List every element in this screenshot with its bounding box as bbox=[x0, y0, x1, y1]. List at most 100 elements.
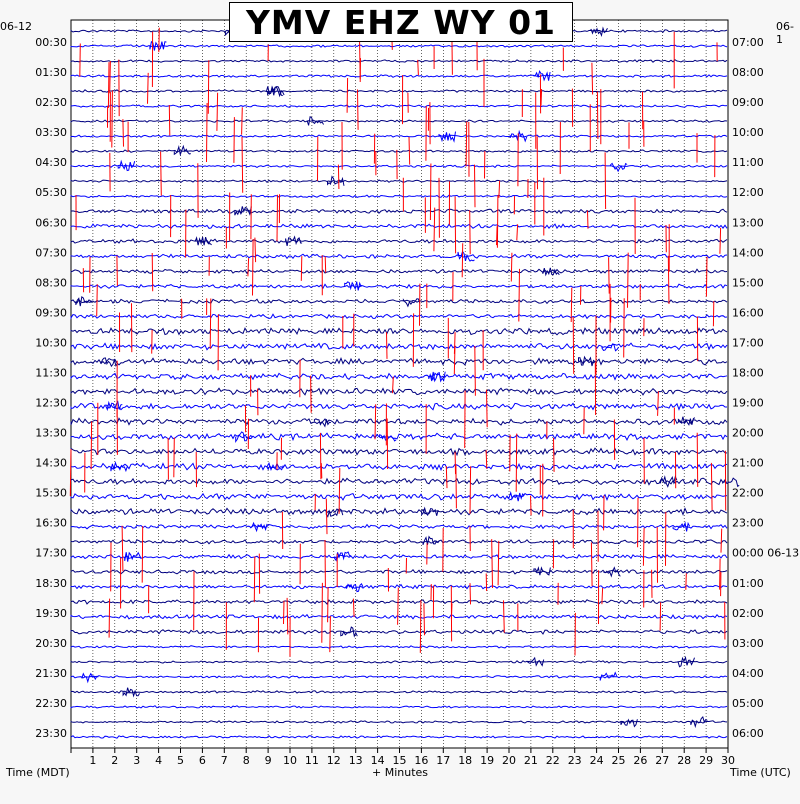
event-spike bbox=[554, 438, 555, 472]
event-spike bbox=[541, 89, 542, 106]
right-time-label: 11:00 bbox=[732, 156, 764, 169]
event-spike bbox=[660, 602, 661, 630]
event-spike bbox=[254, 556, 255, 602]
right-time-label: 22:00 bbox=[732, 487, 764, 500]
x-tick-label: 24 bbox=[590, 754, 604, 767]
right-time-label: 07:00 bbox=[732, 36, 764, 49]
event-spike bbox=[720, 559, 721, 590]
event-spike bbox=[387, 332, 388, 359]
x-tick-label: 3 bbox=[133, 754, 140, 767]
right-time-label: 00:00 06-13 bbox=[732, 547, 799, 560]
event-spike bbox=[531, 496, 532, 516]
event-spike bbox=[486, 450, 487, 469]
x-tick-label: 27 bbox=[655, 754, 669, 767]
right-time-label: 13:00 bbox=[732, 216, 764, 229]
event-spike bbox=[516, 434, 517, 492]
event-spike bbox=[511, 253, 512, 282]
x-tick-label: 19 bbox=[480, 754, 494, 767]
event-spike bbox=[499, 181, 500, 198]
x-tick-label: 5 bbox=[177, 754, 184, 767]
left-time-label: 17:30 bbox=[35, 547, 67, 560]
left-time-label: 07:30 bbox=[35, 246, 67, 259]
left-time-label: 15:30 bbox=[35, 487, 67, 500]
title-box: YMV EHZ WY 01 bbox=[229, 2, 573, 42]
event-spike bbox=[174, 438, 175, 478]
right-time-label: 09:00 bbox=[732, 96, 764, 109]
event-spike bbox=[487, 390, 488, 428]
left-time-label: 22:30 bbox=[35, 697, 67, 710]
event-spike bbox=[498, 541, 499, 585]
event-spike bbox=[207, 103, 208, 162]
right-time-label: 12:00 bbox=[732, 186, 764, 199]
left-time-label: 16:30 bbox=[35, 517, 67, 530]
event-spike bbox=[326, 499, 327, 534]
event-spike bbox=[353, 599, 354, 618]
event-spike bbox=[339, 468, 340, 514]
left-time-label: 05:30 bbox=[35, 186, 67, 199]
event-spike bbox=[91, 421, 92, 469]
event-spike bbox=[456, 465, 457, 509]
event-spike bbox=[592, 63, 593, 95]
event-spike bbox=[152, 253, 153, 291]
left-time-label: 12:30 bbox=[35, 397, 67, 410]
event-spike bbox=[711, 463, 712, 510]
event-spike bbox=[470, 583, 471, 604]
event-spike bbox=[117, 256, 118, 286]
event-spike bbox=[398, 588, 399, 625]
event-spike bbox=[455, 196, 456, 253]
event-spike bbox=[643, 528, 644, 566]
x-tick-label: 26 bbox=[633, 754, 647, 767]
left-time-label: 10:30 bbox=[35, 336, 67, 349]
right-time-label: 03:00 bbox=[732, 637, 764, 650]
left-time-label: 21:30 bbox=[35, 667, 67, 680]
event-spike bbox=[588, 211, 589, 229]
event-spike bbox=[420, 600, 421, 653]
event-spike bbox=[161, 152, 162, 196]
event-spike bbox=[110, 61, 111, 93]
event-spike bbox=[217, 93, 218, 131]
event-spike bbox=[142, 526, 143, 583]
event-spike bbox=[277, 195, 278, 242]
right-time-label: 08:00 bbox=[732, 66, 764, 79]
event-spike bbox=[311, 376, 312, 413]
x-tick-label: 18 bbox=[458, 754, 472, 767]
event-spike bbox=[686, 573, 687, 589]
left-time-label: 00:30 bbox=[35, 36, 67, 49]
right-time-label: 02:00 bbox=[732, 607, 764, 620]
event-spike bbox=[301, 256, 302, 281]
event-spike bbox=[519, 269, 520, 322]
event-spike bbox=[591, 543, 592, 587]
event-spike bbox=[470, 466, 471, 513]
left-time-label: 23:30 bbox=[35, 727, 67, 740]
event-spike bbox=[112, 90, 113, 147]
chart-title: YMV EHZ WY 01 bbox=[246, 3, 556, 42]
event-spike bbox=[668, 256, 669, 304]
event-spike bbox=[721, 529, 722, 553]
event-spike bbox=[234, 117, 235, 163]
x-tick-label: 2 bbox=[111, 754, 118, 767]
event-spike bbox=[255, 238, 256, 263]
event-spike bbox=[210, 299, 211, 350]
event-spike bbox=[109, 599, 110, 638]
left-time-label: 08:30 bbox=[35, 276, 67, 289]
right-axis-title: Time (UTC) bbox=[730, 766, 791, 779]
event-spike bbox=[475, 346, 476, 396]
event-spike bbox=[70, 449, 71, 496]
event-spike bbox=[347, 78, 348, 113]
x-tick-label: 6 bbox=[199, 754, 206, 767]
right-time-label: 16:00 bbox=[732, 306, 764, 319]
event-spike bbox=[169, 105, 170, 136]
event-spike bbox=[628, 253, 629, 308]
date-label-right: 06-1 bbox=[776, 20, 800, 46]
left-time-label: 03:30 bbox=[35, 126, 67, 139]
event-spike bbox=[358, 90, 359, 130]
event-spike bbox=[80, 44, 81, 77]
event-spike bbox=[720, 228, 721, 254]
x-tick-label: 11 bbox=[305, 754, 319, 767]
event-spike bbox=[320, 433, 321, 479]
right-time-label: 17:00 bbox=[732, 336, 764, 349]
x-tick-label: 1 bbox=[89, 754, 96, 767]
x-tick-label: 12 bbox=[327, 754, 341, 767]
event-spike bbox=[253, 239, 254, 296]
event-spike bbox=[466, 122, 467, 167]
